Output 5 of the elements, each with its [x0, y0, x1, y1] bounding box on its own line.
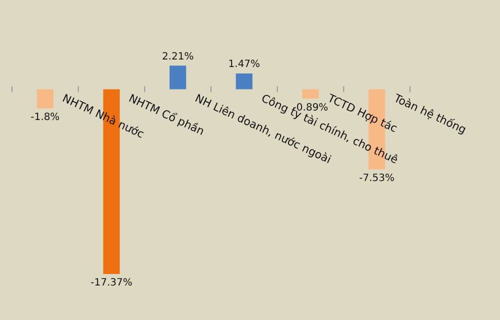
data-label: 1.47%	[228, 59, 260, 70]
data-label: -1.8%	[30, 112, 60, 123]
data-label: -17.37%	[90, 278, 132, 289]
data-label: -7.53%	[359, 172, 395, 184]
data-label: 2.21%	[162, 51, 194, 62]
